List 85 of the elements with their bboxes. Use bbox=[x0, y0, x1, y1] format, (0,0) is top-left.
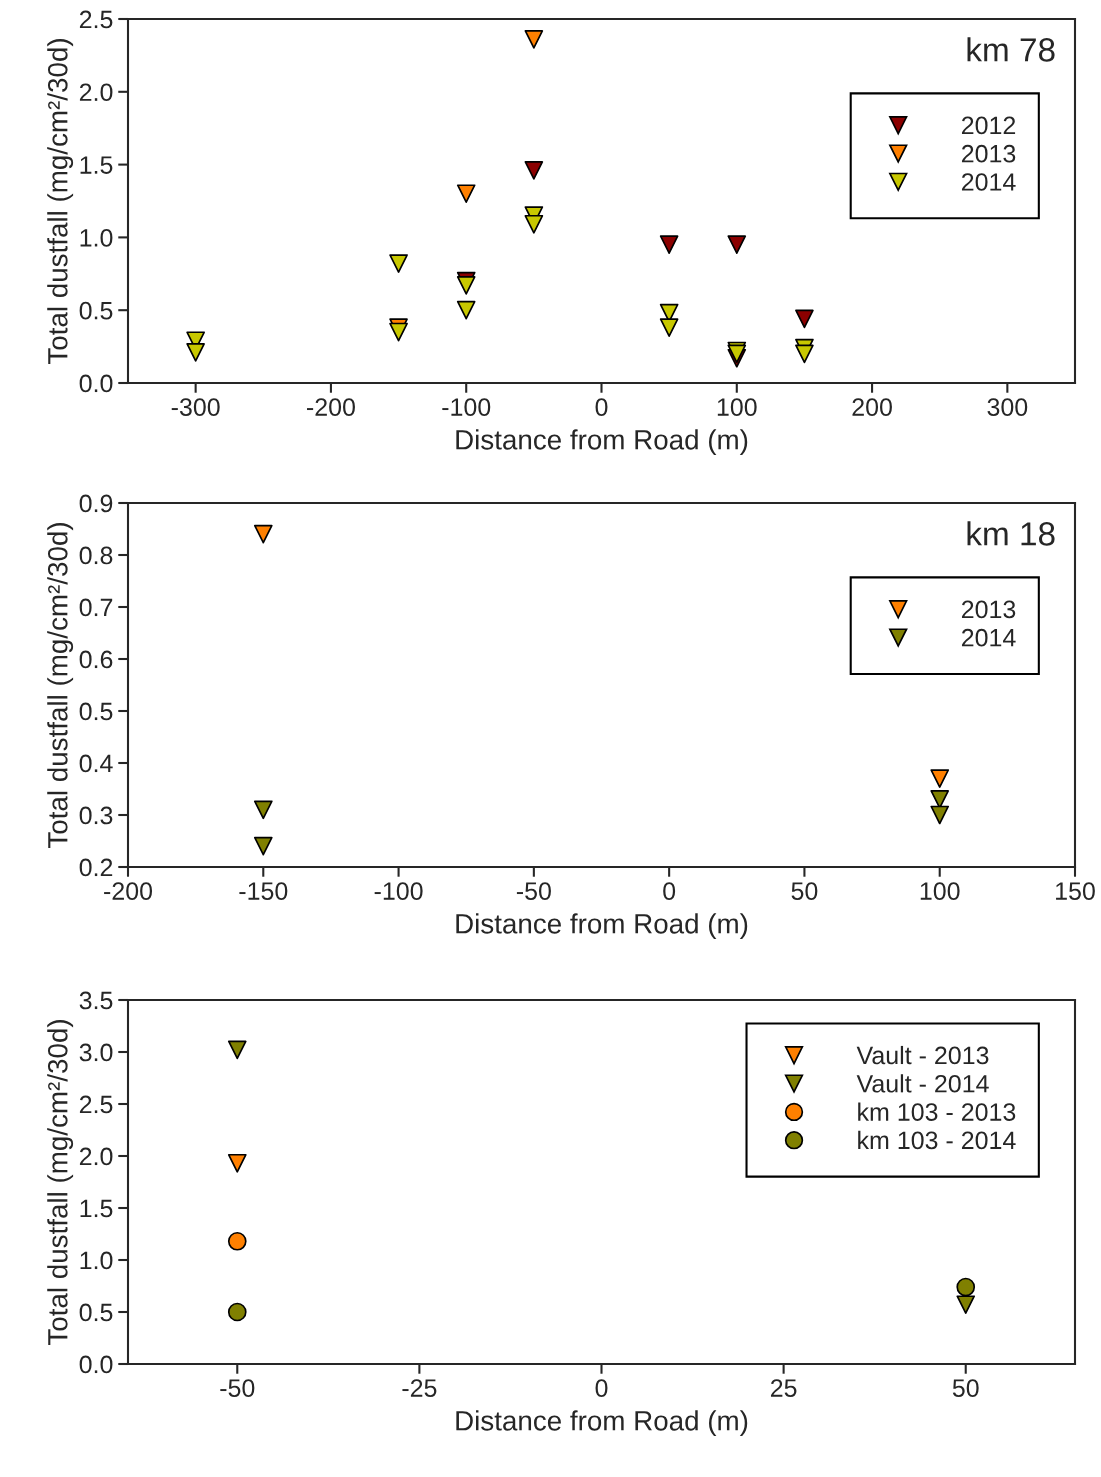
point bbox=[524, 30, 544, 49]
y-tick-label: 0.2 bbox=[79, 858, 113, 877]
legend-label: 2013 bbox=[961, 144, 1016, 163]
y-tick-label: 0.0 bbox=[79, 1355, 113, 1374]
point bbox=[227, 1231, 247, 1251]
x-tick-label: 0 bbox=[595, 398, 608, 416]
y-tick-label: 2.5 bbox=[79, 10, 113, 29]
point bbox=[795, 309, 814, 329]
y-tick-label: 3.5 bbox=[79, 991, 113, 1010]
x-tick-label: 25 bbox=[770, 1379, 797, 1397]
x-tick-label: 0 bbox=[663, 882, 676, 900]
x-tick-label: -25 bbox=[402, 1379, 437, 1397]
point bbox=[456, 184, 476, 204]
y-axis-title: Total dustfall (mg/cm²/30d) bbox=[47, 1020, 74, 1345]
point bbox=[186, 343, 205, 362]
point bbox=[389, 322, 408, 342]
x-tick-label: -100 bbox=[374, 882, 423, 900]
x-axis-title: Distance from Road (m) bbox=[456, 429, 748, 456]
point bbox=[253, 800, 273, 820]
y-tick-label: 2.5 bbox=[79, 1095, 113, 1114]
point bbox=[389, 254, 408, 273]
x-tick-label: -100 bbox=[442, 398, 491, 416]
y-tick-label: 3.0 bbox=[79, 1043, 113, 1062]
y-tick-label: 0.7 bbox=[79, 598, 113, 617]
point bbox=[930, 805, 950, 825]
x-axis-title: Distance from Road (m) bbox=[456, 1410, 748, 1437]
y-tick-label: 0.5 bbox=[79, 702, 113, 721]
y-tick-label: 2.0 bbox=[79, 1147, 113, 1166]
point bbox=[456, 300, 476, 320]
y-tick-label: 1.0 bbox=[80, 229, 113, 247]
point bbox=[524, 161, 544, 180]
x-tick-label: 50 bbox=[791, 882, 818, 900]
y-tick-label: 1.5 bbox=[80, 156, 113, 174]
point bbox=[659, 235, 679, 255]
legend-label: km 103 - 2013 bbox=[858, 1102, 1016, 1121]
y-tick-label: 1.5 bbox=[80, 1199, 113, 1218]
point bbox=[795, 344, 814, 364]
point bbox=[227, 1040, 247, 1060]
y-axis-title: Total dustfall (mg/cm²/30d) bbox=[47, 523, 74, 848]
point bbox=[930, 769, 950, 788]
y-tick-label: 1.0 bbox=[80, 1251, 113, 1270]
legend-label: km 103 - 2014 bbox=[858, 1130, 1016, 1150]
y-tick-label: 0.5 bbox=[79, 301, 113, 320]
x-tick-label: -50 bbox=[516, 882, 551, 900]
y-axis-title: Total dustfall (mg/cm²/30d) bbox=[47, 39, 74, 364]
x-tick-label: -200 bbox=[307, 398, 355, 416]
x-tick-label: 0 bbox=[595, 1379, 608, 1397]
legend-label: 2012 bbox=[961, 116, 1016, 135]
x-tick-label: -150 bbox=[239, 882, 288, 900]
x-tick-label: 200 bbox=[852, 398, 892, 416]
annotation: km 18 bbox=[967, 521, 1055, 546]
point bbox=[524, 214, 544, 234]
point bbox=[956, 1277, 976, 1297]
legend-label: 2014 bbox=[961, 628, 1016, 647]
point bbox=[659, 318, 679, 338]
point bbox=[227, 1302, 247, 1322]
x-axis-title: Distance from Road (m) bbox=[456, 913, 748, 940]
point bbox=[456, 276, 476, 295]
x-tick-label: -300 bbox=[171, 398, 220, 416]
y-tick-label: 0.8 bbox=[79, 546, 113, 565]
y-tick-label: 0.3 bbox=[79, 806, 113, 825]
legend-label: 2013 bbox=[961, 600, 1016, 619]
x-tick-label: 100 bbox=[920, 882, 960, 900]
annotation: km 78 bbox=[967, 37, 1055, 62]
y-tick-label: 2.0 bbox=[79, 83, 113, 102]
y-tick-label: 0.4 bbox=[79, 754, 113, 773]
legend-label: Vault - 2014 bbox=[856, 1074, 989, 1093]
x-tick-label: 150 bbox=[1056, 882, 1095, 900]
point bbox=[253, 524, 273, 544]
y-tick-label: 0.6 bbox=[79, 650, 113, 669]
x-tick-label: -50 bbox=[220, 1379, 255, 1397]
legend-label: 2014 bbox=[961, 173, 1016, 191]
legend-label: Vault - 2013 bbox=[856, 1045, 989, 1065]
x-tick-label: 300 bbox=[987, 398, 1028, 416]
point bbox=[727, 235, 747, 255]
x-tick-label: -200 bbox=[104, 882, 153, 900]
x-tick-label: 50 bbox=[952, 1379, 979, 1397]
point bbox=[227, 1153, 247, 1173]
point bbox=[253, 836, 273, 856]
y-tick-label: 0.0 bbox=[79, 374, 113, 393]
point bbox=[956, 1295, 976, 1315]
y-tick-label: 0.9 bbox=[79, 494, 113, 513]
point bbox=[930, 790, 950, 809]
x-tick-label: 100 bbox=[717, 398, 757, 416]
y-tick-label: 0.5 bbox=[79, 1303, 113, 1322]
